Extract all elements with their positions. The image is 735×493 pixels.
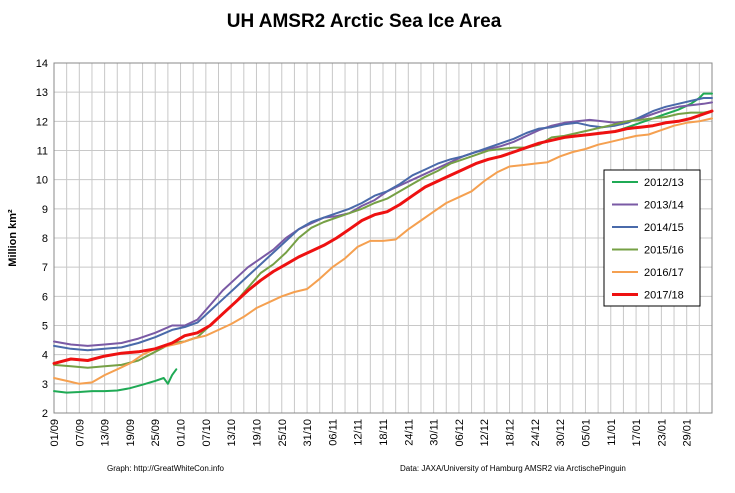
y-tick-label: 7: [42, 262, 48, 274]
x-tick-label: 30/12: [555, 419, 567, 447]
x-tick-label: 11/01: [606, 419, 618, 446]
x-tick-label: 31/10: [302, 419, 314, 447]
x-tick-label: 12/12: [479, 419, 491, 447]
x-tick-label: 19/09: [125, 419, 137, 447]
x-tick-label: 01/09: [49, 419, 61, 447]
footer-left: Graph: http://GreatWhiteCon.info: [107, 464, 224, 473]
x-tick-label: 25/09: [150, 419, 162, 447]
series-line-2013-14: [53, 101, 713, 347]
legend-label: 2013/14: [644, 200, 684, 212]
legend-label: 2015/16: [644, 245, 684, 257]
x-tick-label: 06/12: [454, 419, 466, 447]
x-tick-label: 24/11: [403, 419, 415, 446]
x-tick-label: 18/12: [505, 419, 517, 447]
x-tick-label: 13/09: [100, 419, 112, 447]
legend: 2012/13 2013/14 2014/15 2015/16 2016/17 2017/…: [603, 169, 701, 307]
y-axis-label: Million km²: [7, 209, 19, 267]
y-tick-label: 6: [42, 291, 48, 303]
x-tick-label: 30/11: [429, 419, 441, 446]
legend-box: [603, 169, 701, 307]
y-tick-label: 13: [36, 87, 48, 99]
x-tick-label: 29/01: [682, 419, 694, 447]
y-tick-label: 10: [36, 175, 48, 187]
legend-label: 2014/15: [644, 222, 684, 234]
x-tick-label: 12/11: [353, 419, 365, 446]
legend-label: 2016/17: [644, 267, 684, 279]
footer-right: Data: JAXA/University of Hamburg AMSR2 v…: [400, 464, 626, 473]
chart-title: UH AMSR2 Arctic Sea Ice Area: [227, 11, 502, 32]
x-tick-label: 07/10: [201, 419, 213, 447]
x-tick-label: 17/01: [631, 419, 643, 447]
x-tick-label: 01/10: [176, 419, 188, 447]
x-tick-label: 25/10: [277, 419, 289, 447]
y-tick-label: 12: [36, 116, 48, 128]
y-tick-label: 8: [42, 233, 48, 245]
x-tick-label: 18/11: [378, 419, 390, 446]
y-tick-label: 5: [42, 321, 48, 333]
series-line-2017-18: [52, 109, 714, 365]
x-tick-label: 23/01: [656, 419, 668, 447]
plot-frame: [53, 62, 713, 414]
axes: 2 3 4 5 6 7 8 9 10 11 12 13 14 01/09 07/09 13/09 19/09 25…: [36, 58, 713, 447]
y-tick-label: 2: [42, 408, 48, 420]
x-tick-label: 07/09: [74, 419, 86, 447]
series-lines: [52, 92, 714, 394]
legend-label: 2017/18: [644, 290, 684, 302]
x-tick-label: 13/10: [226, 419, 238, 447]
legend-label: 2012/13: [644, 177, 684, 189]
y-tick-label: 9: [42, 204, 48, 216]
y-tick-label: 11: [37, 146, 48, 158]
x-tick-label: 05/01: [580, 419, 592, 447]
y-tick-label: 4: [42, 350, 48, 362]
x-tick-label: 24/12: [530, 419, 542, 447]
x-tick-label: 06/11: [327, 419, 339, 446]
y-tick-label: 14: [36, 58, 48, 70]
y-tick-label: 3: [42, 379, 48, 391]
x-tick-label: 19/10: [251, 419, 263, 447]
